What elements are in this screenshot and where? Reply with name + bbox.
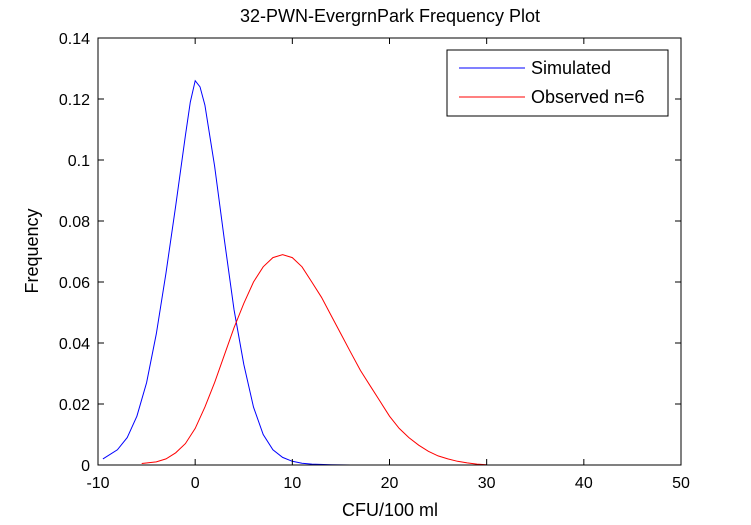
series-line-simulated: [102, 79, 584, 466]
y-tick-label: 0.06: [59, 275, 90, 292]
series-line-observed: [141, 254, 487, 466]
legend-box: [446, 49, 669, 117]
x-tick-label: 0: [191, 475, 200, 492]
x-tick-label: 30: [478, 475, 496, 492]
y-tick-label: 0.08: [59, 214, 90, 231]
x-tick-label: -10: [86, 475, 109, 492]
axes-layer: -10 0 10 20 30 40 5000.020.040.060.080.10.120.…: [59, 31, 690, 492]
x-tick-label: 20: [381, 475, 399, 492]
y-tick-label: 0.1: [68, 153, 90, 170]
y-tick-label: 0.12: [59, 92, 90, 109]
x-tick-label: 50: [672, 475, 690, 492]
y-axis-label: Frequency: [22, 208, 42, 293]
legend-label: Simulated: [531, 58, 611, 78]
x-axis-label: CFU/100 ml: [342, 500, 438, 520]
series-layer: [102, 79, 584, 466]
x-tick-label: 40: [575, 475, 593, 492]
y-tick-label: 0.04: [59, 336, 90, 353]
y-tick-label: 0.02: [59, 397, 90, 414]
legend-label: Observed n=6: [531, 87, 645, 107]
x-tick-label: 10: [283, 475, 301, 492]
y-tick-label: 0: [81, 458, 90, 475]
legend: Simulated Observed n=6: [446, 49, 669, 117]
chart-title: 32-PWN-EvergrnPark Frequency Plot: [240, 6, 540, 26]
y-tick-label: 0.14: [59, 31, 90, 48]
